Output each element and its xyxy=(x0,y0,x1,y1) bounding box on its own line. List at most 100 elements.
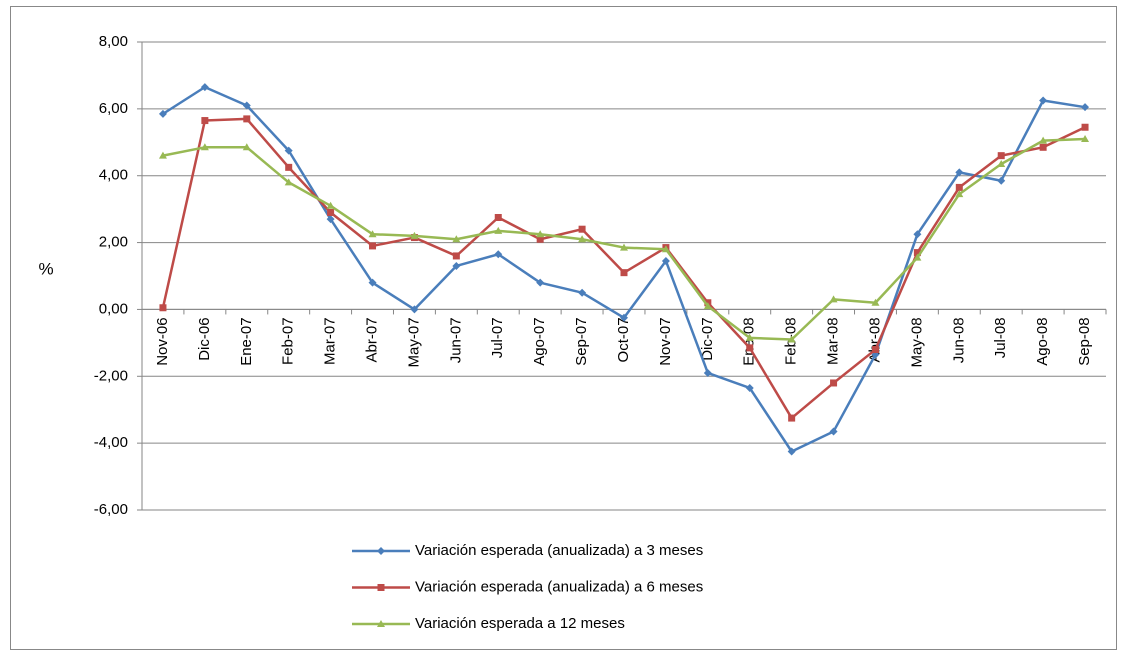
marker xyxy=(410,305,419,314)
marker xyxy=(703,368,712,377)
marker xyxy=(997,160,1006,168)
marker xyxy=(200,83,209,92)
marker xyxy=(745,333,754,341)
marker xyxy=(703,302,712,310)
marker xyxy=(787,447,796,456)
marker xyxy=(578,288,587,297)
marker xyxy=(1039,136,1048,144)
x-tick-label: Mar-08 xyxy=(825,317,842,365)
marker xyxy=(536,278,545,287)
x-tick-label: Ene-07 xyxy=(238,317,255,365)
marker xyxy=(201,117,209,125)
marker xyxy=(326,201,335,209)
marker xyxy=(368,230,377,238)
marker xyxy=(1039,143,1047,151)
x-tick-label: Sep-08 xyxy=(1076,317,1093,365)
y-tick-label: 4,00 xyxy=(99,167,128,184)
marker xyxy=(242,101,251,110)
y-tick-label: -6,00 xyxy=(94,501,128,518)
x-tick-label: May-07 xyxy=(405,317,422,367)
x-tick-label: Abr-08 xyxy=(866,317,883,362)
marker xyxy=(242,143,251,151)
marker xyxy=(997,152,1005,160)
marker xyxy=(158,151,167,159)
y-tick-label: 2,00 xyxy=(99,234,128,251)
marker xyxy=(159,304,167,312)
marker xyxy=(452,235,461,243)
marker xyxy=(997,176,1006,185)
marker xyxy=(955,183,963,191)
x-tick-label: Feb-07 xyxy=(280,317,297,365)
marker xyxy=(243,115,251,123)
x-tick-label: Oct-07 xyxy=(615,317,632,362)
marker xyxy=(913,230,922,239)
marker xyxy=(1081,123,1089,131)
x-tick-label: Ago-07 xyxy=(531,317,548,365)
marker xyxy=(745,383,754,392)
marker xyxy=(494,214,502,221)
marker xyxy=(955,168,964,177)
marker xyxy=(620,243,628,251)
marker xyxy=(955,190,964,198)
marker xyxy=(829,427,838,436)
marker xyxy=(620,269,628,277)
marker xyxy=(452,252,460,260)
marker xyxy=(661,245,670,253)
y-tick-label: 0,00 xyxy=(99,300,128,317)
x-tick-label: Dic-06 xyxy=(196,317,213,360)
x-tick-label: Nov-06 xyxy=(154,317,171,365)
x-tick-label: Sep-07 xyxy=(573,317,590,365)
x-tick-label: Dic-07 xyxy=(699,317,716,360)
y-axis-label: % xyxy=(38,259,53,278)
x-tick-label: Jun-07 xyxy=(447,317,464,363)
marker xyxy=(871,346,879,354)
x-tick-label: Jul-07 xyxy=(489,317,506,358)
marker xyxy=(377,620,385,627)
y-tick-label: -4,00 xyxy=(94,434,128,451)
marker xyxy=(536,230,545,238)
marker xyxy=(410,231,419,239)
marker xyxy=(326,215,335,224)
marker xyxy=(284,146,293,155)
marker xyxy=(494,250,503,259)
x-tick-label: Nov-07 xyxy=(657,317,674,365)
marker xyxy=(327,208,335,216)
x-tick-label: Ago-08 xyxy=(1034,317,1051,365)
marker xyxy=(620,313,628,322)
legend-label: Variación esperada (anualizada) a 3 mese… xyxy=(415,542,703,559)
y-tick-label: 6,00 xyxy=(99,100,128,117)
y-tick-label: -2,00 xyxy=(94,367,128,384)
marker xyxy=(787,335,796,343)
y-tick-label: 8,00 xyxy=(99,33,128,50)
marker xyxy=(661,256,670,265)
marker xyxy=(536,235,544,243)
marker xyxy=(746,344,754,352)
marker xyxy=(913,249,921,257)
legend-label: Variación esperada (anualizada) a 6 mese… xyxy=(415,578,703,595)
marker xyxy=(452,261,461,270)
marker xyxy=(1081,103,1090,112)
marker xyxy=(494,226,503,234)
marker xyxy=(369,242,377,250)
marker xyxy=(377,584,385,591)
x-tick-label: Jun-08 xyxy=(950,317,967,363)
marker xyxy=(830,379,838,387)
x-tick-label: Abr-07 xyxy=(363,317,380,362)
x-tick-label: Jul-08 xyxy=(992,317,1009,358)
marker xyxy=(200,143,209,151)
chart-border xyxy=(10,6,1117,650)
marker xyxy=(377,547,385,555)
marker xyxy=(578,235,587,243)
marker xyxy=(1081,134,1090,142)
x-tick-label: Mar-07 xyxy=(322,317,339,365)
marker xyxy=(788,414,796,422)
marker xyxy=(1039,96,1048,105)
marker xyxy=(368,278,377,287)
legend-label: Variación esperada a 12 meses xyxy=(415,615,625,632)
x-tick-label: May-08 xyxy=(908,317,925,367)
marker xyxy=(285,163,293,171)
marker xyxy=(829,295,838,303)
marker xyxy=(913,253,922,261)
marker xyxy=(284,178,293,186)
